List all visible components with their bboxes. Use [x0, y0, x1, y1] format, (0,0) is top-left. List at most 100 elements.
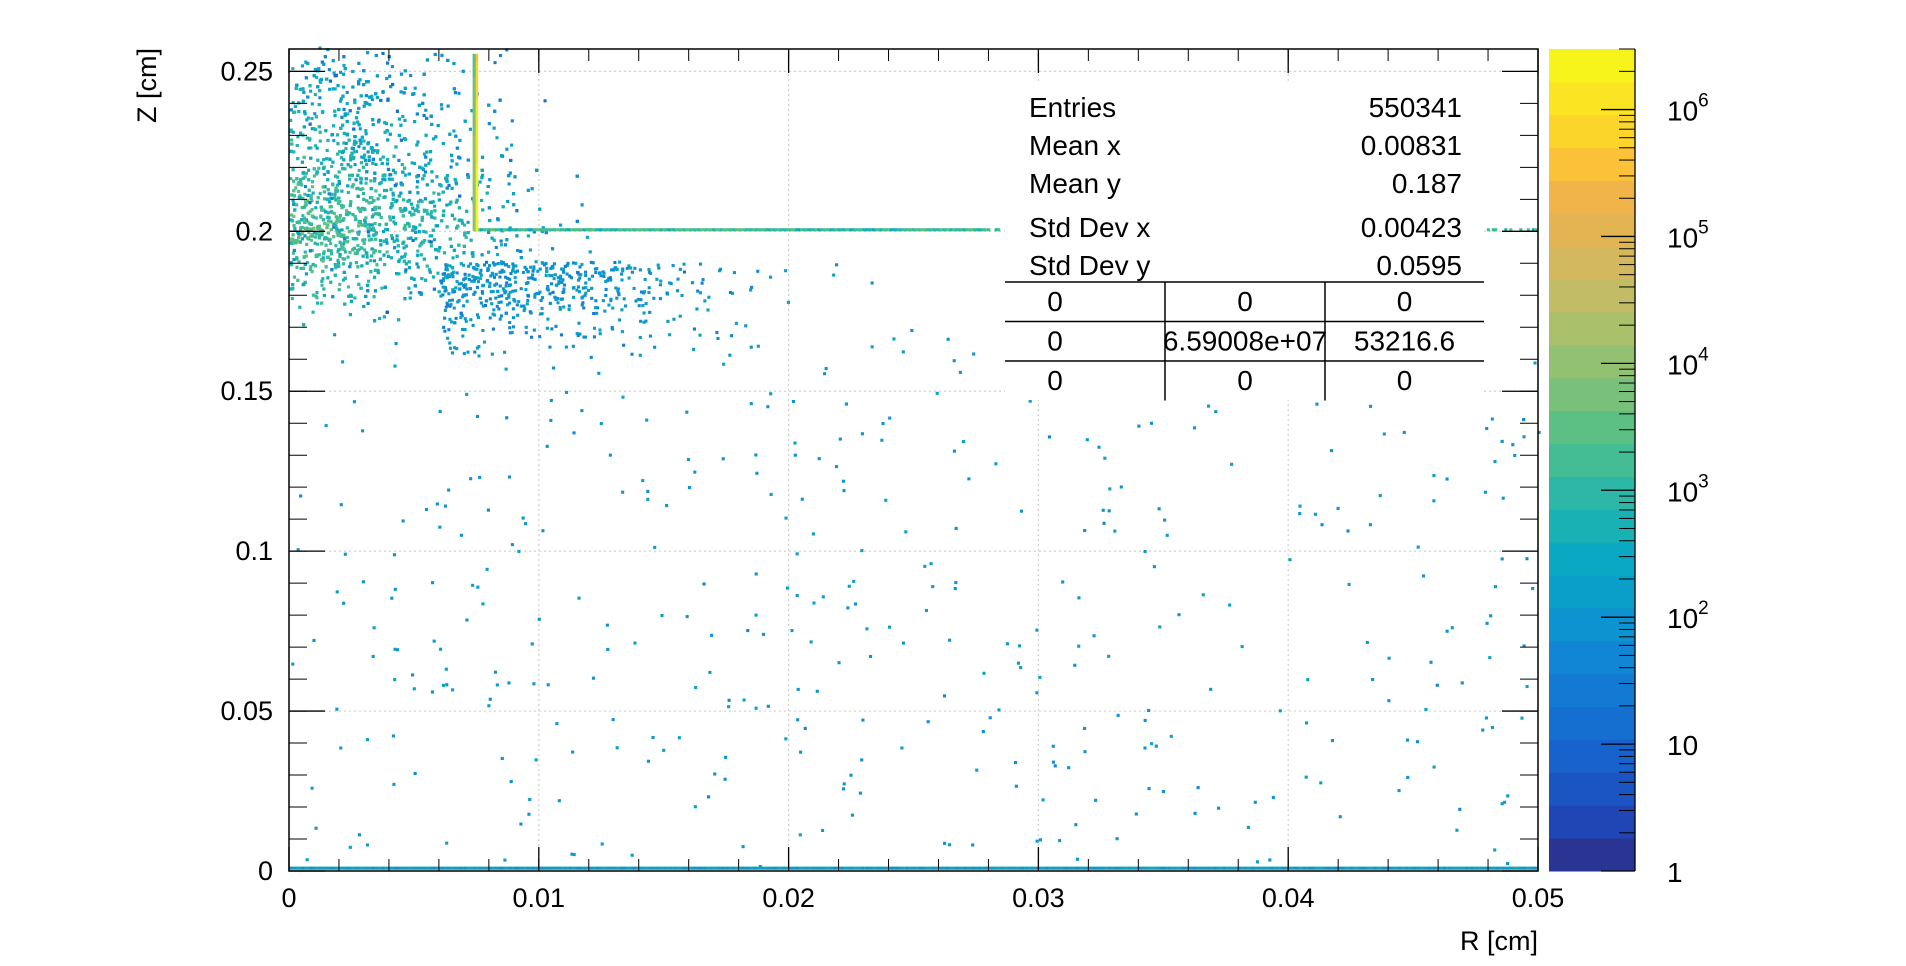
cluster-bin [485, 279, 489, 283]
sparse-bin [447, 488, 451, 492]
cluster-bin [442, 277, 446, 281]
sparse-bin [1298, 512, 1302, 516]
cluster-bin [524, 288, 528, 292]
cluster-bin [499, 300, 503, 304]
cluster-bin [558, 277, 563, 281]
bottom-line-bin [988, 866, 992, 870]
cluster-bin [399, 209, 403, 213]
bottom-line-bin [398, 866, 403, 870]
bottom-line-bin [1453, 866, 1457, 870]
cluster-bin [514, 280, 518, 284]
bottom-line-bin [1415, 866, 1419, 870]
cluster-bin [415, 175, 419, 179]
bottom-line-bin [1298, 866, 1302, 870]
cluster-bin [429, 200, 433, 205]
cluster-bin [446, 303, 450, 307]
sparse-bin [1246, 825, 1250, 829]
cluster-bin [316, 158, 320, 162]
bottom-line-bin [1165, 866, 1169, 870]
bottom-line-bin [963, 866, 967, 870]
cluster-bin [511, 307, 515, 311]
bottom-line-bin [673, 866, 677, 870]
cluster-bin [562, 283, 566, 287]
horizontal-line-bin [809, 228, 813, 232]
bottom-line-bin [970, 866, 975, 870]
cluster-bin [504, 367, 508, 371]
vertical-band-bin [472, 108, 476, 112]
bottom-line-bin [838, 866, 842, 870]
cluster-bin [601, 299, 605, 303]
cluster-bin [457, 155, 461, 159]
bottom-line-bin [1205, 866, 1209, 870]
cluster-bin [366, 301, 370, 306]
cluster-bin [301, 218, 305, 222]
cluster-bin [331, 59, 335, 63]
cluster-bin [365, 162, 369, 166]
cluster-bin [327, 68, 331, 72]
sparse-bin [1177, 613, 1181, 617]
horizontal-line-bin [804, 228, 808, 232]
cluster-bin [340, 115, 344, 119]
sparse-bin [577, 596, 581, 600]
cluster-bin [361, 223, 365, 227]
bottom-line-bin [1233, 866, 1237, 870]
bottom-line-bin [1090, 866, 1094, 870]
colorbar-segment [1549, 344, 1635, 379]
cluster-bin [690, 281, 695, 285]
cluster-bin [304, 76, 308, 80]
cluster-bin [365, 170, 369, 174]
cluster-bin [370, 247, 374, 251]
vertical-band-bin [472, 168, 476, 172]
cluster-bin [497, 300, 501, 304]
cluster-bin [340, 203, 344, 208]
cluster-bin [336, 152, 340, 156]
sparse-bin [948, 843, 952, 847]
cluster-bin [568, 274, 572, 278]
bottom-line-bin [581, 866, 585, 870]
cluster-bin [515, 234, 519, 238]
vertical-band-bin [475, 190, 479, 194]
cluster-bin [397, 318, 401, 322]
cluster-bin [348, 202, 353, 206]
cluster-bin [494, 296, 498, 300]
bottom-line-bin [641, 866, 645, 870]
cluster-bin [461, 327, 465, 331]
cluster-bin [638, 353, 642, 357]
cluster-bin [597, 271, 602, 275]
cluster-bin [385, 241, 389, 245]
cluster-bin [292, 194, 296, 198]
bottom-line-bin [613, 866, 617, 870]
cluster-bin [539, 312, 543, 316]
sparse-bin [432, 639, 436, 643]
cluster-bin [429, 244, 433, 248]
sparse-bin [1013, 761, 1018, 765]
bottom-line-bin [908, 866, 912, 870]
cluster-bin [511, 262, 515, 266]
horizontal-line-bin [742, 228, 746, 232]
bottom-line-bin [1378, 866, 1382, 870]
cluster-bin [326, 211, 330, 215]
cluster-bin [345, 209, 349, 213]
sparse-bin [842, 782, 846, 786]
vertical-band-bin [475, 93, 479, 97]
sparse-bin [1306, 678, 1310, 682]
cluster-bin [416, 180, 420, 184]
vertical-band-bin [475, 56, 479, 60]
sparse-bin [758, 864, 762, 869]
bottom-line-bin [990, 866, 995, 870]
cluster-bin [430, 122, 434, 126]
sparse-bin [1506, 794, 1510, 798]
data-layer [289, 46, 1541, 870]
bottom-line-bin [1290, 866, 1294, 870]
cluster-bin [353, 135, 357, 139]
cluster-bin [319, 214, 323, 218]
cluster-bin [291, 198, 295, 202]
cluster-bin [503, 291, 507, 295]
cluster-bin [469, 318, 473, 322]
stats-label: Std Dev x [1029, 212, 1150, 243]
bottom-line-bin [915, 866, 920, 870]
cluster-bin [369, 259, 373, 263]
cluster-bin [352, 142, 356, 146]
bottom-line-bin [1350, 866, 1354, 870]
vertical-band-bin [472, 133, 476, 137]
